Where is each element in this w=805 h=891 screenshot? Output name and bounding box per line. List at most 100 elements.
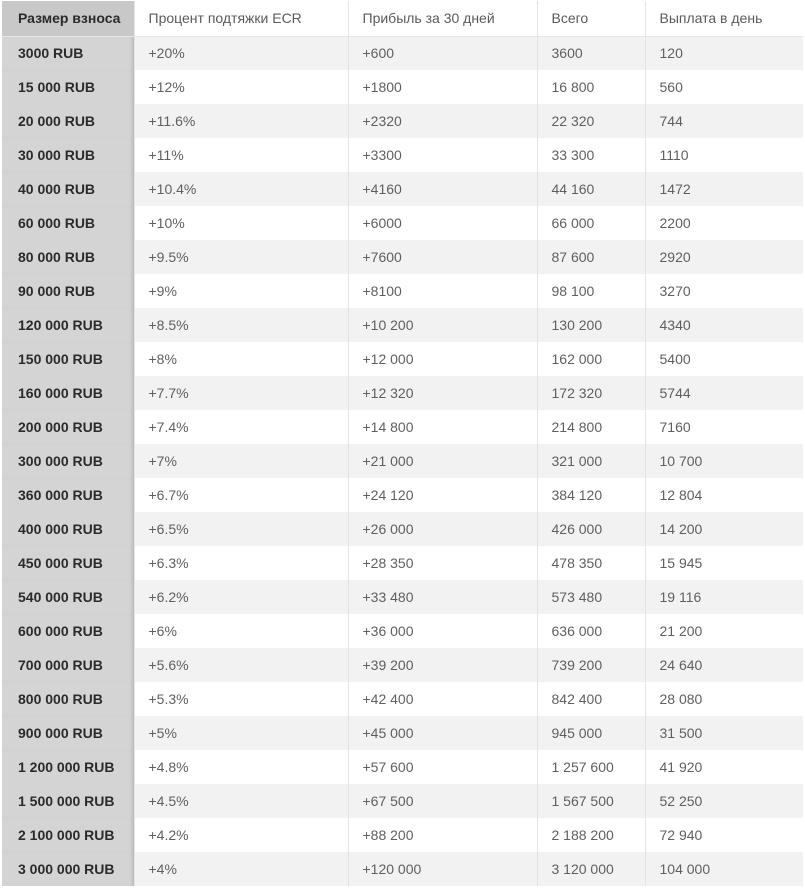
- deposit-size-cell: 80 000 RUB: [2, 240, 135, 274]
- deposit-size-cell: 360 000 RUB: [2, 478, 135, 512]
- ecr-percent-cell: +6.5%: [134, 512, 349, 546]
- profit-30-days-cell: +14 800: [348, 410, 538, 444]
- profit-30-days-cell: +7600: [348, 240, 538, 274]
- total-cell: 426 000: [537, 512, 646, 546]
- deposit-size-cell: 40 000 RUB: [2, 172, 135, 206]
- profit-30-days-cell: +45 000: [348, 716, 538, 750]
- ecr-percent-cell: +5.6%: [134, 648, 349, 682]
- ecr-percent-cell: +4.2%: [134, 818, 349, 852]
- table-row: 3 000 000 RUB +4% +120 000 3 120 000 104 000: [2, 852, 803, 886]
- deposit-size-cell: 800 000 RUB: [2, 682, 135, 716]
- ecr-percent-cell: +7%: [134, 444, 349, 478]
- profit-30-days-cell: +24 120: [348, 478, 538, 512]
- total-cell: 2 188 200: [537, 818, 646, 852]
- profit-30-days-cell: +28 350: [348, 546, 538, 580]
- profit-30-days-cell: +67 500: [348, 784, 538, 818]
- total-cell: 3 120 000: [537, 852, 646, 886]
- daily-payout-cell: 10 700: [645, 444, 803, 478]
- total-cell: 214 800: [537, 410, 646, 444]
- daily-payout-cell: 41 920: [645, 750, 803, 784]
- profit-30-days-cell: +57 600: [348, 750, 538, 784]
- total-cell: 44 160: [537, 172, 646, 206]
- deposit-size-cell: 700 000 RUB: [2, 648, 135, 682]
- ecr-percent-cell: +12%: [134, 70, 349, 104]
- ecr-percent-cell: +6.2%: [134, 580, 349, 614]
- total-cell: 66 000: [537, 206, 646, 240]
- deposit-size-cell: 30 000 RUB: [2, 138, 135, 172]
- table-row: 40 000 RUB +10.4% +4160 44 160 1472: [2, 172, 803, 206]
- table-row: 3000 RUB +20% +600 3600 120: [2, 36, 803, 70]
- ecr-percent-cell: +6%: [134, 614, 349, 648]
- total-cell: 87 600: [537, 240, 646, 274]
- profit-30-days-cell: +4160: [348, 172, 538, 206]
- deposit-size-cell: 150 000 RUB: [2, 342, 135, 376]
- table-row: 90 000 RUB +9% +8100 98 100 3270: [2, 274, 803, 308]
- table-row: 1 200 000 RUB +4.8% +57 600 1 257 600 41 920: [2, 750, 803, 784]
- ecr-percent-cell: +8%: [134, 342, 349, 376]
- header-profit-30-days: Прибыль за 30 дней: [348, 1, 538, 37]
- table-row: 1 500 000 RUB +4.5% +67 500 1 567 500 52 250: [2, 784, 803, 818]
- table-row: 150 000 RUB +8% +12 000 162 000 5400: [2, 342, 803, 376]
- table-row: 2 100 000 RUB +4.2% +88 200 2 188 200 72 940: [2, 818, 803, 852]
- total-cell: 1 567 500: [537, 784, 646, 818]
- profit-30-days-cell: +8100: [348, 274, 538, 308]
- total-cell: 842 400: [537, 682, 646, 716]
- deposit-size-cell: 3 000 000 RUB: [2, 852, 135, 886]
- daily-payout-cell: 2200: [645, 206, 803, 240]
- daily-payout-cell: 2920: [645, 240, 803, 274]
- ecr-percent-cell: +5.3%: [134, 682, 349, 716]
- table-row: 300 000 RUB +7% +21 000 321 000 10 700: [2, 444, 803, 478]
- total-cell: 33 300: [537, 138, 646, 172]
- daily-payout-cell: 1110: [645, 138, 803, 172]
- header-daily-payout: Выплата в день: [645, 1, 803, 37]
- profit-30-days-cell: +600: [348, 36, 538, 70]
- deposit-size-cell: 160 000 RUB: [2, 376, 135, 410]
- total-cell: 739 200: [537, 648, 646, 682]
- deposit-size-cell: 1 200 000 RUB: [2, 750, 135, 784]
- daily-payout-cell: 19 116: [645, 580, 803, 614]
- header-deposit-size: Размер взноса: [2, 1, 135, 37]
- table-row: 60 000 RUB +10% +6000 66 000 2200: [2, 206, 803, 240]
- ecr-percent-cell: +4%: [134, 852, 349, 886]
- table-row: 20 000 RUB +11.6% +2320 22 320 744: [2, 104, 803, 138]
- profit-30-days-cell: +21 000: [348, 444, 538, 478]
- ecr-percent-cell: +20%: [134, 36, 349, 70]
- profit-30-days-cell: +1800: [348, 70, 538, 104]
- daily-payout-cell: 744: [645, 104, 803, 138]
- total-cell: 162 000: [537, 342, 646, 376]
- deposit-size-cell: 60 000 RUB: [2, 206, 135, 240]
- table-row: 400 000 RUB +6.5% +26 000 426 000 14 200: [2, 512, 803, 546]
- daily-payout-cell: 104 000: [645, 852, 803, 886]
- daily-payout-cell: 52 250: [645, 784, 803, 818]
- table-row: 80 000 RUB +9.5% +7600 87 600 2920: [2, 240, 803, 274]
- total-cell: 3600: [537, 36, 646, 70]
- table-body: 3000 RUB +20% +600 3600 120 15 000 RUB +12% +18…: [2, 36, 803, 886]
- table-row: 30 000 RUB +11% +3300 33 300 1110: [2, 138, 803, 172]
- profit-30-days-cell: +42 400: [348, 682, 538, 716]
- deposit-size-cell: 900 000 RUB: [2, 716, 135, 750]
- total-cell: 130 200: [537, 308, 646, 342]
- total-cell: 636 000: [537, 614, 646, 648]
- deposit-size-cell: 20 000 RUB: [2, 104, 135, 138]
- profit-30-days-cell: +10 200: [348, 308, 538, 342]
- ecr-percent-cell: +11%: [134, 138, 349, 172]
- total-cell: 22 320: [537, 104, 646, 138]
- daily-payout-cell: 21 200: [645, 614, 803, 648]
- profit-30-days-cell: +39 200: [348, 648, 538, 682]
- total-cell: 172 320: [537, 376, 646, 410]
- header-row: Размер взноса Процент подтяжки ECR Прибы…: [2, 1, 803, 37]
- profit-30-days-cell: +2320: [348, 104, 538, 138]
- daily-payout-cell: 560: [645, 70, 803, 104]
- ecr-percent-cell: +11.6%: [134, 104, 349, 138]
- deposit-size-cell: 540 000 RUB: [2, 580, 135, 614]
- ecr-percent-cell: +4.5%: [134, 784, 349, 818]
- deposit-size-cell: 90 000 RUB: [2, 274, 135, 308]
- daily-payout-cell: 15 945: [645, 546, 803, 580]
- ecr-percent-cell: +6.3%: [134, 546, 349, 580]
- header-total: Всего: [537, 1, 646, 37]
- profit-30-days-cell: +6000: [348, 206, 538, 240]
- daily-payout-cell: 5400: [645, 342, 803, 376]
- daily-payout-cell: 72 940: [645, 818, 803, 852]
- ecr-percent-cell: +5%: [134, 716, 349, 750]
